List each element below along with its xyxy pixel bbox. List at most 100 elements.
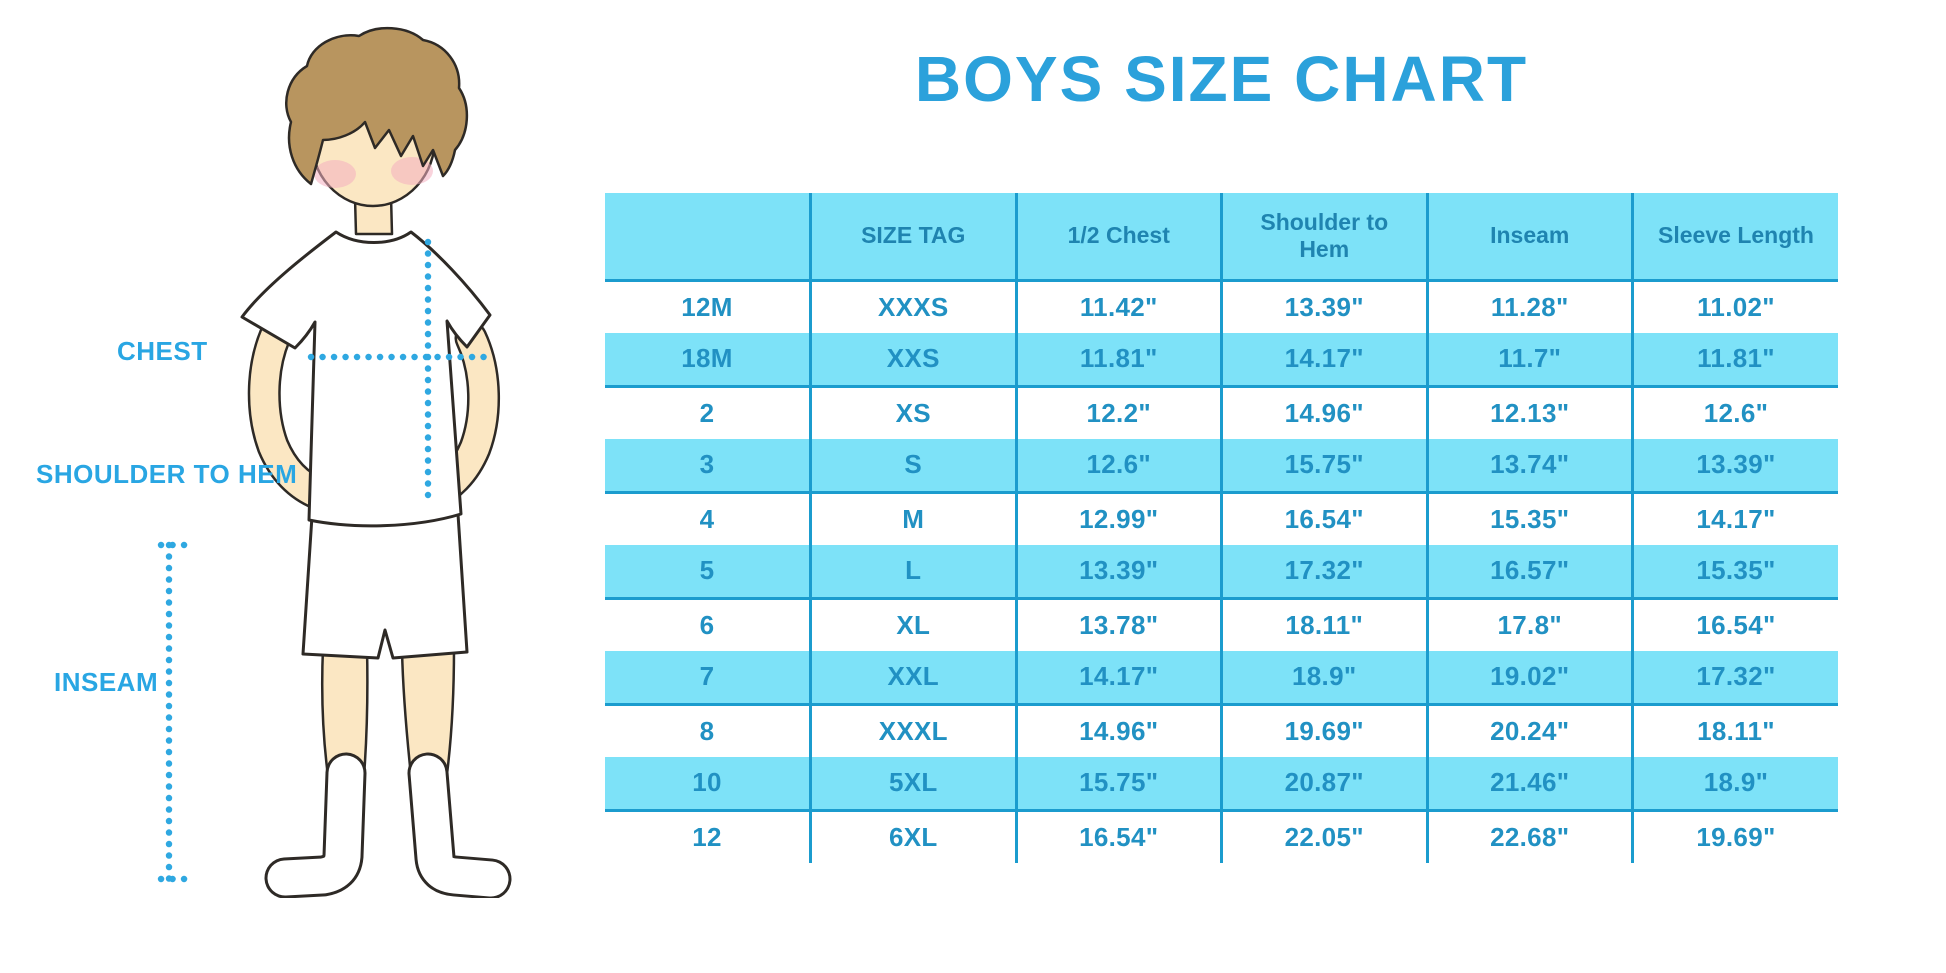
boy-shirt [240,230,492,528]
table-cell: 8 [699,715,715,746]
table-cell: 14.17" [1631,492,1838,545]
table-row: 2 XS 12.2" 14.96" 12.13" 12.6" [605,386,1838,439]
measurement-lines [157,238,492,883]
table-cell: 6 [699,609,715,640]
table-cell: 15.75" [1014,757,1222,812]
table-cell: XXS [809,333,1016,388]
table-row: 10 5XL 15.75" 20.87" 21.46" 18.9" [605,757,1838,812]
table-cell: 7 [605,651,811,706]
table-row: 3 S 12.6" 15.75" 13.74" 13.39" [605,439,1838,494]
table-cell: 16.57" [1425,545,1633,600]
shoulder-to-hem-label: SHOULDER TO HEM [36,459,298,489]
table-row: 4 M 12.99" 16.54" 15.35" 14.17" [605,492,1838,545]
boy-hair [285,26,469,186]
table-cell: 4 [699,503,715,534]
table-cell: 12.6" [1014,439,1222,494]
table-cell: 17.8" [1425,598,1633,651]
table-cell: XXXS [809,280,1016,333]
table-cell: XXL [809,651,1016,706]
table-cell: 5 [605,545,811,600]
table-row: 18M XXS 11.81" 14.17" 11.7" 11.81" [605,333,1838,388]
table-row: 7 XXL 14.17" 18.9" 19.02" 17.32" [605,651,1838,706]
table-cell: 14.96" [1014,704,1222,757]
boy-illustration-svg [157,26,512,898]
table-row: 5 L 13.39" 17.32" 16.57" 15.35" [605,545,1838,600]
table-cell: 17.32" [1220,545,1427,600]
table-cell: 11.28" [1425,280,1633,333]
table-cell: 12M [681,291,733,322]
page-title: BOYS SIZE CHART [914,43,1529,115]
table-cell: 16.54" [1014,810,1222,863]
table-cell: 18.9" [1220,651,1427,706]
table-cell: 11.02" [1631,280,1838,333]
table-cell: S [809,439,1016,494]
table-cell: 15.35" [1631,545,1838,600]
table-row: 12 6XL 16.54" 22.05" 22.68" 19.69" [605,810,1838,863]
chest-label: CHEST [117,336,208,366]
table-cell: 12.6" [1631,386,1838,439]
header-cell-sleeve-length: Sleeve Length [1631,193,1838,282]
table-cell: 18.11" [1631,704,1838,757]
table-cell: 11.81" [1014,333,1222,388]
table-cell: 12.13" [1425,386,1633,439]
table-cell: 20.87" [1220,757,1427,812]
table-cell: 19.69" [1220,704,1427,757]
table-cell: 11.42" [1014,280,1222,333]
table-cell: 18.11" [1220,598,1427,651]
inseam-label: INSEAM [54,667,159,697]
table-cell: 20.24" [1425,704,1633,757]
boy-legs [320,646,456,778]
table-header-row: SIZE TAG 1/2 Chest Shoulder to Hem Insea… [605,193,1838,282]
table-cell: 17.32" [1631,651,1838,706]
table-cell: 21.46" [1425,757,1633,812]
table-cell: 14.17" [1220,333,1427,388]
table-cell: 13.39" [1014,545,1222,600]
table-cell: M [809,492,1016,545]
table-cell: 5XL [809,757,1016,812]
table-cell: 18.9" [1631,757,1838,812]
table-cell: 14.96" [1220,386,1427,439]
table-cell: 22.68" [1425,810,1633,863]
table-body: 12M XXXS 11.42" 13.39" 11.28" 11.02" 18M XXS 11.… [605,280,1838,863]
table-cell: 16.54" [1220,492,1427,545]
table-cell: 10 [605,757,811,812]
table-cell: XL [809,598,1016,651]
table-cell: 15.35" [1425,492,1633,545]
table-cell: XS [809,386,1016,439]
table-cell: 15.75" [1220,439,1427,494]
header-cell-size [605,193,811,282]
table-cell: 11.81" [1631,333,1838,388]
table-cell: 13.74" [1425,439,1633,494]
table-cell: 16.54" [1631,598,1838,651]
table-cell: 13.78" [1014,598,1222,651]
boy-cheek-left [314,160,356,188]
table-cell: 11.7" [1425,333,1633,388]
size-chart-table: SIZE TAG 1/2 Chest Shoulder to Hem Insea… [605,193,1838,863]
header-cell-inseam: Inseam [1425,193,1633,282]
table-cell: 13.39" [1631,439,1838,494]
table-cell: 13.39" [1220,280,1427,333]
table-cell: 18M [605,333,811,388]
table-cell: L [809,545,1016,600]
header-cell-shoulder-to-hem: Shoulder to Hem [1220,193,1427,282]
table-cell: 19.02" [1425,651,1633,706]
table-cell: 22.05" [1220,810,1427,863]
table-cell: 12.2" [1014,386,1222,439]
table-cell: 12 [692,821,722,852]
table-cell: 2 [699,397,715,428]
boy-socks [264,752,512,898]
table-cell: 19.69" [1631,810,1838,863]
table-cell: 12.99" [1014,492,1222,545]
table-row: 12M XXXS 11.42" 13.39" 11.28" 11.02" [605,280,1838,333]
table-cell: 14.17" [1014,651,1222,706]
table-cell: XXXL [809,704,1016,757]
header-cell-half-chest: 1/2 Chest [1014,193,1222,282]
header-cell-size-tag: SIZE TAG [809,193,1016,282]
table-cell: 3 [605,439,811,494]
boy-illustration [115,18,545,898]
table-row: 8 XXXL 14.96" 19.69" 20.24" 18.11" [605,704,1838,757]
table-row: 6 XL 13.78" 18.11" 17.8" 16.54" [605,598,1838,651]
boy-shorts [301,512,469,660]
table-cell: 6XL [809,810,1016,863]
